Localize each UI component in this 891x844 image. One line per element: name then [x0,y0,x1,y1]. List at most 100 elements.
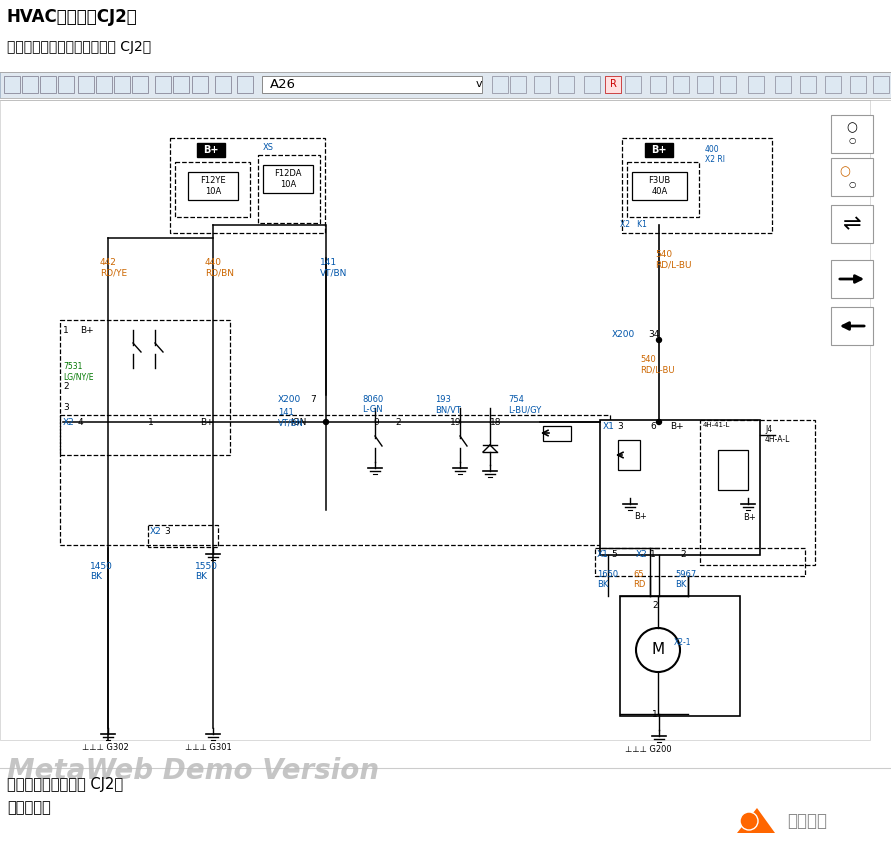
Text: 540
RD/L-BU: 540 RD/L-BU [655,250,691,269]
Text: 2: 2 [395,418,401,427]
Bar [58,76,74,93]
Text: 19: 19 [450,418,462,427]
Text: B+: B+ [670,422,683,431]
Bar [558,76,574,93]
Bar [543,426,571,441]
Bar [175,162,250,217]
Text: 440
RD/BN: 440 RD/BN [205,258,234,278]
Bar [645,143,673,157]
Bar [78,76,94,93]
Bar [632,172,687,200]
Text: 7: 7 [310,395,315,404]
Text: 1650
BK: 1650 BK [597,570,618,589]
Text: 击显示图片: 击显示图片 [7,800,51,815]
Text: ⊥⊥⊥ G200: ⊥⊥⊥ G200 [625,745,672,754]
Bar [605,76,621,93]
Text: X2: X2 [150,527,162,536]
Text: 3: 3 [63,403,69,412]
Text: ○: ○ [839,165,850,178]
Text: X200: X200 [278,395,301,404]
Bar [510,76,526,93]
Text: ⊥⊥⊥ G301: ⊥⊥⊥ G301 [185,743,232,752]
Bar [700,420,815,565]
Bar [534,76,550,93]
Text: 193
BN/VT: 193 BN/VT [435,395,461,414]
Text: X2-1: X2-1 [674,638,691,647]
Bar [114,76,130,93]
Bar [96,76,112,93]
Text: XS: XS [263,143,274,152]
Text: 6: 6 [650,422,656,431]
Text: X2: X2 [636,550,648,559]
Text: B+: B+ [80,326,94,335]
Bar [173,76,189,93]
Circle shape [636,628,680,672]
Bar [720,76,736,93]
Bar [618,440,640,470]
Text: X1: X1 [603,422,615,431]
Bar [188,172,238,200]
Text: 2: 2 [652,601,658,610]
Text: F12DA
10A: F12DA 10A [274,170,302,189]
Text: 4H-41-L: 4H-41-L [703,422,731,428]
Text: ○: ○ [848,136,855,144]
Bar [831,205,873,243]
Bar [627,162,699,217]
Bar [831,115,873,153]
Text: 5967
BK: 5967 BK [675,570,696,589]
Bar [831,158,873,196]
Bar [148,525,218,547]
Text: 压缩机控制装置（带 CJ2）: 压缩机控制装置（带 CJ2） [7,777,123,792]
Text: F3UB
40A: F3UB 40A [649,176,671,196]
Text: M: M [651,642,665,657]
Text: 754
L-BU/GY: 754 L-BU/GY [508,395,541,414]
Text: 2: 2 [63,382,69,391]
Text: J4
4H-A-L: J4 4H-A-L [765,425,790,445]
Text: B+: B+ [200,418,214,427]
Text: 1550
BK: 1550 BK [195,562,218,582]
Text: 540
RD/L-BU: 540 RD/L-BU [640,355,674,375]
Bar [0,72,891,98]
Bar [650,76,666,93]
Bar [192,76,208,93]
Bar [595,548,805,576]
Text: X2   K1: X2 K1 [620,220,647,229]
Text: 3: 3 [164,527,170,536]
Text: 汽修帮手: 汽修帮手 [787,812,827,830]
Bar [775,76,791,93]
Bar [258,155,320,223]
Circle shape [740,812,758,830]
Text: 电源、搭铁和鼓风机电机（带 CJ2）: 电源、搭铁和鼓风机电机（带 CJ2） [7,40,151,54]
Text: 1: 1 [63,326,69,335]
Bar [622,138,772,233]
Text: 2: 2 [680,550,686,559]
Circle shape [657,338,661,343]
Text: 5: 5 [611,550,617,559]
Bar [22,76,38,93]
Text: 1: 1 [652,710,658,719]
Text: 65
RD: 65 RD [633,570,645,589]
Text: 442
RD/YE: 442 RD/YE [100,258,127,278]
Text: A26: A26 [270,78,296,90]
Bar [492,76,508,93]
Polygon shape [737,808,775,833]
Text: MetaWeb Demo Version: MetaWeb Demo Version [7,757,380,785]
Bar [748,76,764,93]
Text: HVAC示意图（CJ2）: HVAC示意图（CJ2） [7,8,138,26]
Bar [718,450,748,490]
Circle shape [657,419,661,425]
Text: B+: B+ [651,145,666,155]
Text: ⇌: ⇌ [843,214,862,234]
Bar [60,320,230,455]
Text: F12YE
10A: F12YE 10A [200,176,225,196]
Bar [263,165,313,193]
Text: X200: X200 [612,330,635,339]
Bar [155,76,171,93]
Bar [605,76,621,93]
Text: 141
VT/BN: 141 VT/BN [320,258,347,278]
Bar [697,76,713,93]
Text: ⊥⊥⊥ G302: ⊥⊥⊥ G302 [82,743,129,752]
Text: X2: X2 [63,418,75,427]
Bar [4,76,20,93]
Text: v: v [476,79,483,89]
